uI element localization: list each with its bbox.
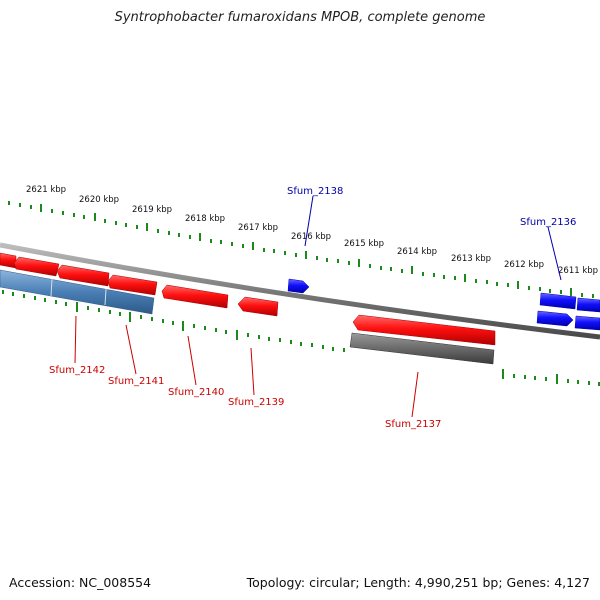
accession-label: Accession: NC_008554 bbox=[9, 575, 152, 590]
gene-label: Sfum_2137 bbox=[385, 419, 441, 430]
reverse-genes bbox=[287, 278, 600, 331]
scale-label: 2611 kbp bbox=[558, 266, 598, 276]
steel-feature bbox=[0, 269, 155, 315]
gray-feature bbox=[349, 332, 495, 365]
scale-label: 2621 kbp bbox=[26, 185, 66, 195]
gene-feature bbox=[576, 297, 600, 313]
gene-feature bbox=[0, 252, 17, 269]
gene-feature bbox=[107, 274, 158, 296]
gene-label: Sfum_2139 bbox=[228, 397, 284, 408]
scale-ticks-outer bbox=[8, 201, 594, 298]
genome-stats: Topology: circular; Length: 4,990,251 bp… bbox=[246, 575, 590, 590]
gene-feature bbox=[574, 315, 600, 331]
gene-feature bbox=[287, 278, 310, 294]
gene-label: Sfum_2138 bbox=[287, 186, 343, 197]
scale-label: 2617 kbp bbox=[238, 223, 278, 233]
scale-labels: 2621 kbp 2620 kbp 2619 kbp 2618 kbp 2617… bbox=[26, 185, 598, 276]
gene-feature bbox=[161, 284, 229, 309]
gene-label: Sfum_2136 bbox=[520, 217, 576, 228]
gene-feature bbox=[536, 310, 574, 327]
scale-ticks-inner bbox=[2, 290, 600, 386]
scale-label: 2616 kbp bbox=[291, 232, 331, 242]
scale-label: 2618 kbp bbox=[185, 214, 225, 224]
leader-lines bbox=[74, 195, 562, 418]
gene-label: Sfum_2140 bbox=[168, 387, 224, 398]
map-title: Syntrophobacter fumaroxidans MPOB, compl… bbox=[114, 10, 486, 25]
gene-feature bbox=[237, 296, 279, 317]
scale-label: 2620 kbp bbox=[79, 195, 119, 205]
scale-label: 2613 kbp bbox=[451, 254, 491, 264]
gene-label: Sfum_2141 bbox=[108, 376, 164, 387]
forward-genes bbox=[0, 252, 496, 346]
genome-backbone bbox=[0, 242, 600, 340]
gene-label: Sfum_2142 bbox=[49, 365, 105, 376]
gene-feature bbox=[539, 292, 577, 310]
inner-features bbox=[0, 269, 495, 365]
scale-label: 2614 kbp bbox=[397, 247, 437, 257]
gene-labels: Sfum_2142 Sfum_2141 Sfum_2140 Sfum_2139 … bbox=[49, 186, 576, 430]
scale-label: 2612 kbp bbox=[504, 260, 544, 270]
gene-feature bbox=[13, 256, 60, 277]
gene-feature bbox=[352, 314, 496, 346]
scale-label: 2619 kbp bbox=[132, 205, 172, 215]
scale-label: 2615 kbp bbox=[344, 239, 384, 249]
gene-feature bbox=[56, 264, 110, 287]
